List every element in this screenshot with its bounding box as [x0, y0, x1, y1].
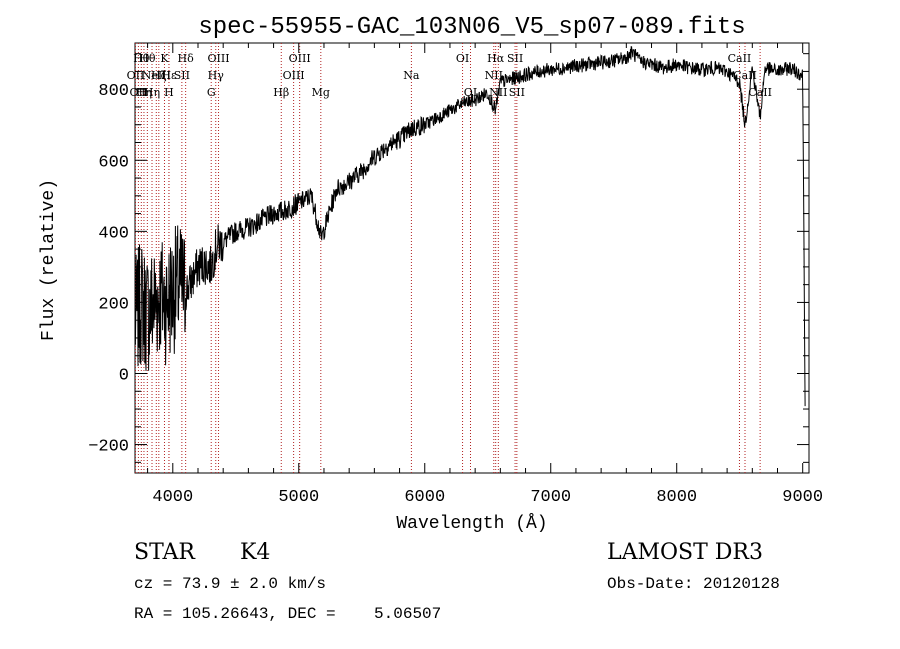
chart-title: spec-55955-GAC_103N06_V5_sp07-089.fits	[198, 14, 745, 41]
y-tick-label: 600	[98, 153, 129, 172]
line-label: OIII	[207, 52, 229, 65]
line-label: Hθ	[139, 52, 156, 65]
y-tick-label: 0	[119, 366, 129, 385]
line-label: OII	[127, 69, 145, 82]
line-label: Hα	[487, 52, 505, 65]
y-tick-label: −200	[88, 438, 129, 457]
emission-line-labels: OIIOIIHθHηHθHηNeIIIHζKHHεSIIHδGHγOIIIHβO…	[127, 52, 772, 99]
line-label: Hζ	[151, 69, 167, 82]
line-label: H	[164, 86, 174, 99]
x-tick-label: 9000	[782, 488, 823, 507]
observation-date: Obs-Date: 20120128	[607, 575, 780, 593]
line-label: OI	[456, 52, 469, 65]
y-tick-label: 400	[98, 224, 129, 243]
x-tick-label: 5000	[278, 488, 319, 507]
line-label: OIII	[283, 69, 305, 82]
redshift-cz: cz = 73.9 ± 2.0 km/s	[134, 575, 327, 593]
x-tick-label: 6000	[404, 488, 445, 507]
line-label: OIII	[289, 52, 311, 65]
line-label: Mg	[312, 86, 330, 99]
line-label: G	[207, 86, 216, 99]
x-tick-label: 7000	[530, 488, 571, 507]
line-label: K	[160, 52, 169, 65]
line-label: CaII	[748, 86, 772, 99]
line-label: Na	[403, 69, 420, 82]
y-axis-ticks: −200 0 200 400 600 800	[88, 53, 809, 463]
line-label: CaII	[728, 52, 752, 65]
y-tick-label: 200	[98, 295, 129, 314]
line-label: Hβ	[273, 86, 289, 99]
survey-name: LAMOST DR3	[607, 540, 763, 565]
line-label: Hη	[144, 86, 160, 99]
line-label: NII	[485, 69, 503, 82]
object-subclass: K4	[240, 540, 271, 565]
line-label: NeIII	[142, 69, 171, 82]
line-label: SII	[509, 86, 525, 99]
line-label: Hε	[161, 69, 177, 82]
line-label: OI	[464, 86, 477, 99]
spectrum-series	[134, 46, 806, 407]
x-tick-label: 8000	[656, 488, 697, 507]
y-tick-label: 800	[98, 82, 129, 101]
y-axis-label: Flux (relative)	[39, 179, 59, 341]
line-label: Hγ	[208, 69, 225, 82]
line-label: SII	[507, 52, 523, 65]
x-tick-label: 4000	[152, 488, 193, 507]
line-label: Hθ	[133, 52, 150, 65]
x-axis-label: Wavelength (Å)	[396, 513, 547, 534]
object-class: STAR	[134, 540, 195, 565]
x-axis-ticks: 4000 5000 6000 7000 8000 9000	[147, 43, 823, 507]
spectrum-line	[134, 46, 806, 407]
ra-dec-coordinates: RA = 105.26643, DEC = 5.06507	[134, 605, 442, 623]
line-label: Hδ	[178, 52, 195, 65]
line-label: SII	[174, 69, 190, 82]
plot-frame	[134, 42, 810, 474]
